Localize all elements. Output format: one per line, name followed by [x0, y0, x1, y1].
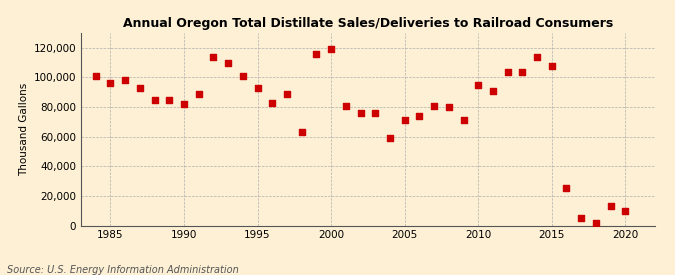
Point [193, 92, 204, 96]
Point [164, 97, 175, 102]
Point [238, 74, 248, 78]
Point [443, 105, 454, 109]
Point [208, 54, 219, 59]
Point [532, 54, 543, 59]
Point [267, 100, 277, 105]
Point [502, 69, 513, 74]
Point [546, 63, 557, 68]
Point [296, 130, 307, 134]
Point [472, 82, 483, 87]
Point [561, 186, 572, 191]
Point [311, 51, 322, 56]
Point [605, 204, 616, 208]
Point [458, 118, 469, 123]
Point [591, 220, 601, 225]
Point [134, 86, 145, 90]
Point [385, 136, 396, 140]
Point [620, 208, 630, 213]
Point [223, 60, 234, 65]
Point [355, 111, 366, 115]
Text: Source: U.S. Energy Information Administration: Source: U.S. Energy Information Administ… [7, 265, 238, 275]
Y-axis label: Thousand Gallons: Thousand Gallons [20, 82, 29, 176]
Point [576, 216, 587, 220]
Point [414, 114, 425, 118]
Point [326, 47, 337, 51]
Point [399, 118, 410, 123]
Point [149, 97, 160, 102]
Point [340, 103, 351, 108]
Point [252, 86, 263, 90]
Point [105, 81, 116, 86]
Title: Annual Oregon Total Distillate Sales/Deliveries to Railroad Consumers: Annual Oregon Total Distillate Sales/Del… [123, 17, 613, 31]
Point [119, 78, 130, 82]
Point [370, 111, 381, 115]
Point [517, 69, 528, 74]
Point [90, 74, 101, 78]
Point [281, 92, 292, 96]
Point [179, 102, 190, 106]
Point [487, 89, 498, 93]
Point [429, 103, 439, 108]
